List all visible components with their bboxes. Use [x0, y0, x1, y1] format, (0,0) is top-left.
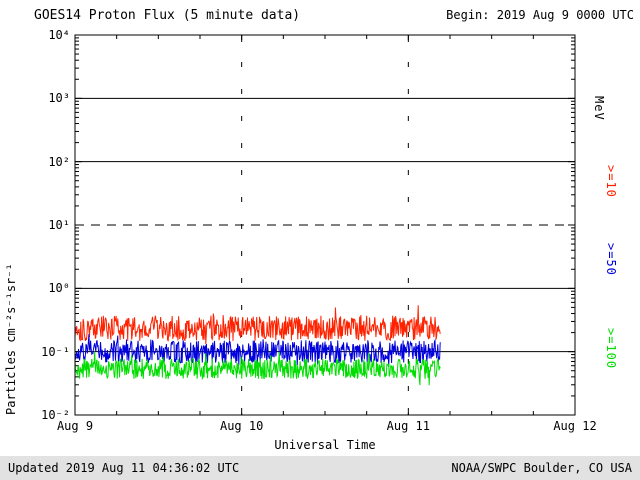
y-tick-label: 10⁴: [48, 28, 70, 42]
source-label: NOAA/SWPC Boulder, CO USA: [451, 461, 632, 475]
x-tick-label: Aug 9: [56, 419, 94, 433]
updated-label: Updated 2019 Aug 11 04:36:02 UTC: [8, 461, 240, 475]
y-tick-label: 10³: [48, 91, 70, 106]
y-tick-label: 10¹: [48, 218, 70, 232]
proton-flux-chart: [74, 34, 576, 416]
x-tick-label: Aug 10: [219, 419, 264, 433]
series-label-ge50: >=50: [604, 243, 618, 276]
y-tick-label: 10⁰: [48, 281, 70, 296]
x-tick-label: Aug 12: [553, 419, 597, 433]
series-label-ge10: >=10: [604, 165, 618, 198]
x-axis-label: Universal Time: [274, 438, 376, 452]
footer-bar: Updated 2019 Aug 11 04:36:02 UTC NOAA/SW…: [0, 456, 640, 480]
right-axis-unit-label: MeV: [592, 96, 606, 121]
y-axis-label: Particles cm⁻²s⁻¹sr⁻¹: [4, 263, 18, 415]
begin-time-label: Begin: 2019 Aug 9 0000 UTC: [446, 8, 634, 22]
x-tick-label: Aug 11: [386, 419, 431, 433]
chart-title: GOES14 Proton Flux (5 minute data): [34, 8, 301, 23]
y-tick-label: 10⁻¹: [41, 344, 70, 359]
y-tick-label: 10²: [48, 154, 70, 169]
series-label-ge100: >=100: [604, 328, 618, 370]
y-tick-label: 10⁻²: [41, 408, 70, 422]
